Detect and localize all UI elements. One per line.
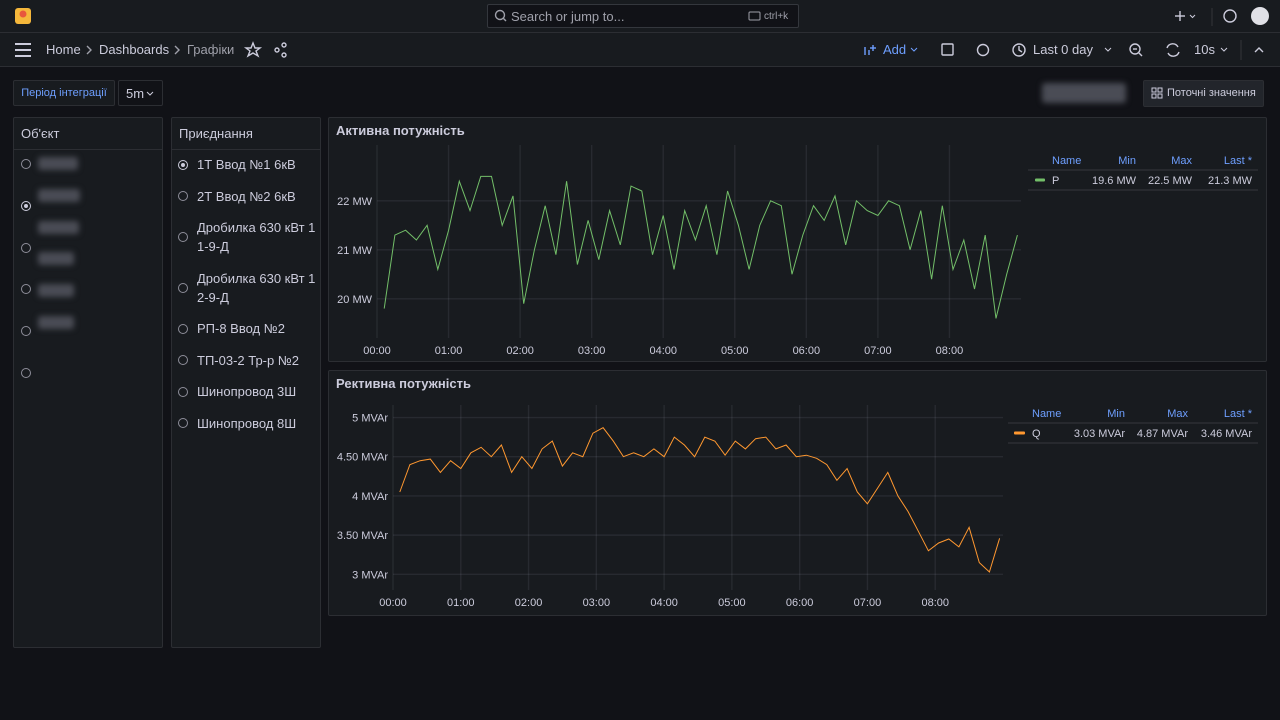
- keyboard-icon: [749, 12, 760, 20]
- y-tick-label: 3.50 MVAr: [337, 530, 388, 542]
- x-tick-label: 03:00: [578, 345, 606, 357]
- legend-marker: [1035, 179, 1045, 182]
- add-icon: [865, 45, 917, 55]
- legend-header: Name: [1052, 155, 1081, 167]
- grid-icon: [1152, 88, 1162, 98]
- save-icon[interactable]: [942, 44, 953, 55]
- series-line: [400, 428, 1000, 572]
- legend-stat: 21.3 MW: [1208, 175, 1253, 187]
- chevron: [175, 46, 179, 54]
- x-tick-label: 06:00: [793, 345, 821, 357]
- x-tick-label: 08:00: [921, 597, 949, 609]
- y-tick-label: 3 MVAr: [352, 569, 388, 581]
- x-tick-label: 00:00: [363, 345, 391, 357]
- legend-stat: 4.87 MVAr: [1137, 428, 1188, 440]
- legend-name: P: [1052, 175, 1059, 187]
- legend-stat: 22.5 MW: [1148, 175, 1193, 187]
- legend-header: Name: [1032, 408, 1061, 420]
- x-tick-label: 03:00: [583, 597, 611, 609]
- share-icon[interactable]: [275, 43, 286, 57]
- legend-header: Last *: [1224, 155, 1253, 167]
- legend-stat: 3.03 MVAr: [1074, 428, 1125, 440]
- plus-menu: [1175, 11, 1195, 21]
- x-tick-label: 07:00: [854, 597, 882, 609]
- legend-marker: [1014, 432, 1025, 435]
- y-tick-label: 20 MW: [337, 294, 372, 306]
- y-tick-label: 21 MW: [337, 245, 372, 257]
- x-tick-label: 06:00: [786, 597, 814, 609]
- x-tick-label: 01:00: [447, 597, 475, 609]
- clock-icon: [1013, 44, 1025, 56]
- legend-header: Min: [1107, 408, 1125, 420]
- help-icon: [1224, 10, 1236, 22]
- legend-stat: 19.6 MW: [1092, 175, 1137, 187]
- x-tick-label: 01:00: [435, 345, 463, 357]
- panel-title: Рективна потужність: [336, 376, 471, 391]
- x-tick-label: 08:00: [936, 345, 964, 357]
- y-tick-label: 22 MW: [337, 196, 372, 208]
- caret: [1105, 48, 1111, 51]
- x-tick-label: 04:00: [649, 345, 677, 357]
- avatar: [1251, 7, 1269, 25]
- caret: [1221, 48, 1227, 51]
- legend-header: Min: [1118, 155, 1136, 167]
- charts: Активна потужність 20 MW 21 MW 22 MW 00:00 01…: [336, 123, 1258, 609]
- y-tick-label: 4.50 MVAr: [337, 452, 388, 464]
- refresh-icon[interactable]: [1167, 44, 1179, 56]
- zoom-out-icon[interactable]: [1130, 44, 1142, 56]
- settings-icon[interactable]: [978, 45, 989, 56]
- y-tick-label: 4 MVAr: [352, 491, 388, 503]
- legend-name: Q: [1032, 428, 1041, 440]
- legend-header: Max: [1167, 408, 1188, 420]
- y-tick-label: 5 MVAr: [352, 413, 388, 425]
- x-tick-label: 07:00: [864, 345, 892, 357]
- x-tick-label: 02:00: [515, 597, 543, 609]
- series-line: [384, 176, 1017, 318]
- caret: [147, 92, 153, 95]
- x-tick-label: 04:00: [650, 597, 678, 609]
- x-tick-label: 00:00: [379, 597, 407, 609]
- x-tick-label: 05:00: [718, 597, 746, 609]
- star-icon[interactable]: [246, 43, 260, 56]
- collapse-icon[interactable]: [1255, 48, 1263, 52]
- legend-stat: 3.46 MVAr: [1201, 428, 1252, 440]
- legend-header: Max: [1171, 155, 1192, 167]
- panel-title: Активна потужність: [336, 123, 465, 138]
- search-icon: [496, 11, 507, 22]
- x-tick-label: 05:00: [721, 345, 749, 357]
- logo: [15, 8, 31, 24]
- chevron: [87, 46, 91, 54]
- x-tick-label: 02:00: [506, 345, 534, 357]
- legend-header: Last *: [1224, 408, 1253, 420]
- menu-icon: [15, 44, 31, 56]
